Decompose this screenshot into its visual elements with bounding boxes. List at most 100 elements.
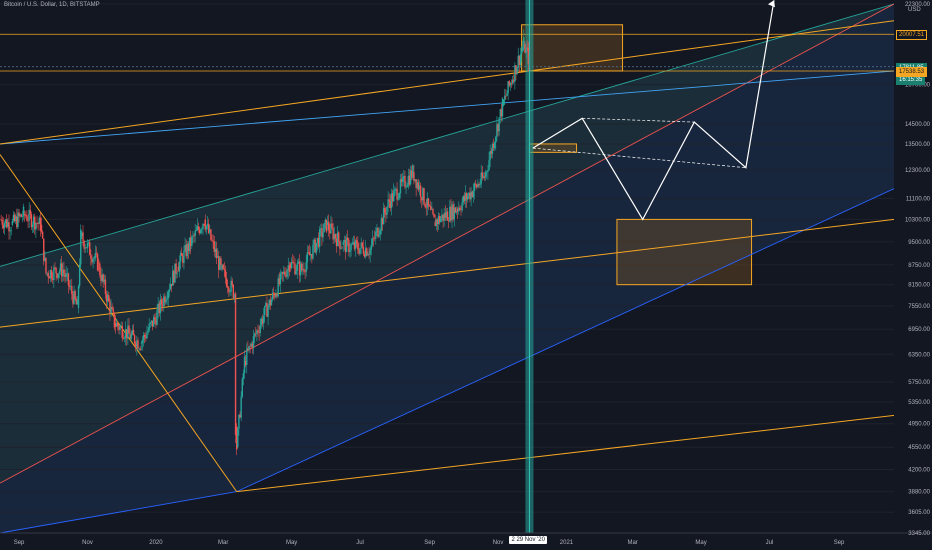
candle-body [284,271,286,275]
candle-body [99,263,101,276]
candle-body [353,242,356,249]
projection-path [532,0,775,221]
candle-body [275,294,277,298]
candle-body [240,396,242,418]
dashed-channel-line [582,117,695,123]
candle-body [501,98,504,117]
y-tick-label: 16700.00 [905,83,931,89]
candle-body [31,224,34,228]
candle-body [396,188,398,200]
candle-body [343,240,346,243]
candle-body [524,44,526,53]
candle-body [7,222,9,228]
candle-body [358,249,360,254]
candle-body [2,224,5,229]
candle-body [175,263,177,274]
candle-body [222,264,224,269]
candle-body [311,254,313,259]
candle-body [179,253,182,262]
candle-body [493,142,496,149]
candle-body [376,227,378,232]
candle-body [220,258,222,265]
candle-body [91,258,93,263]
candle-body [201,228,203,230]
candle-body [239,414,241,418]
candle-body [415,179,417,188]
candle-body [115,322,118,327]
candle-body [221,264,223,270]
candle-body [65,273,67,277]
candle-body [459,207,461,210]
candle-body [450,206,452,221]
candle-body [242,373,245,379]
candle-body [255,333,257,335]
candle-body [393,190,395,202]
candle-body [187,243,190,252]
candle-body [207,223,210,233]
candle-body [398,193,401,198]
candle-body [451,204,453,221]
candle-body [413,172,415,181]
pitchfork-line [0,3,895,484]
candle-body [290,261,293,269]
x-tick-label: Nov [82,540,93,546]
candle-body [419,185,422,198]
candle-body [261,318,264,324]
candle-body [315,243,318,253]
candle-body [151,320,154,327]
candle-body [40,224,43,232]
candle-body [178,261,181,272]
candle-body [81,232,83,237]
candle-body [386,207,388,215]
candle-body [46,272,48,274]
candle-body [246,348,248,366]
candle-body [251,343,254,349]
channel-fill [0,4,894,533]
y-tick-label: 22300.00 [905,2,931,8]
candle-body [172,270,174,286]
candle-body [476,184,478,188]
candle-body [0,219,2,221]
candle-body [424,203,426,208]
candle-body [233,295,236,298]
candle-body [352,242,355,244]
candle-body [389,201,392,208]
candle-body [67,273,70,286]
candle-body [169,284,172,290]
candle-body [224,269,227,279]
candle-body [454,207,457,213]
y-tick-label: 4550.00 [908,445,930,451]
candle-body [238,414,240,429]
candle-body [335,238,338,247]
candle-body [278,278,281,285]
candle-body [474,183,477,185]
candle-body [264,305,266,316]
candle-body [202,224,204,229]
candle-body [452,204,454,220]
candle-body [174,263,176,283]
candle-body [382,208,385,225]
candle-body [200,229,202,234]
candle-body [432,209,434,214]
candle-body [331,223,333,228]
candle-body [195,230,197,231]
x-tick-label: Mar [627,540,637,546]
y-tick-label: 14500.00 [905,122,931,128]
candle-body [114,323,117,327]
pitchfork-line [0,3,895,267]
candle-body [83,241,85,249]
candle-body [509,83,512,86]
candle-body [489,151,491,160]
candle-body [281,272,284,274]
candle-body [206,223,209,226]
candle-body [20,214,23,217]
candle-body [111,306,113,310]
candle-body [158,303,160,314]
candle-body [146,332,148,339]
candle-body [427,198,430,206]
candle-body [483,176,486,178]
candle-body [197,226,200,230]
candle-body [408,175,411,185]
candle-body [173,270,175,283]
